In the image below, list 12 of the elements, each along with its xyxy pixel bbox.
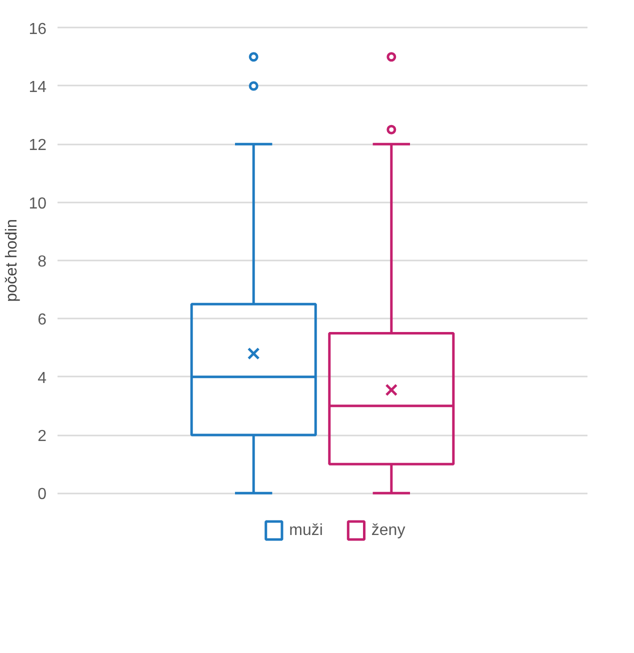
y-tick-label: 12 xyxy=(28,137,47,154)
legend-label: muži xyxy=(289,522,323,539)
y-tick-label: 14 xyxy=(28,78,47,96)
y-tick-label: 2 xyxy=(38,428,47,446)
y-tick-label: 10 xyxy=(28,195,47,212)
y-tick-label: 8 xyxy=(38,254,47,270)
y-tick-label: 4 xyxy=(38,370,47,387)
y-axis-title: počet hodin xyxy=(4,219,21,302)
y-tick-label: 16 xyxy=(28,20,47,38)
y-tick-label: 0 xyxy=(38,486,47,504)
y-tick-label: 6 xyxy=(38,312,47,329)
legend-label: ženy xyxy=(371,522,406,539)
